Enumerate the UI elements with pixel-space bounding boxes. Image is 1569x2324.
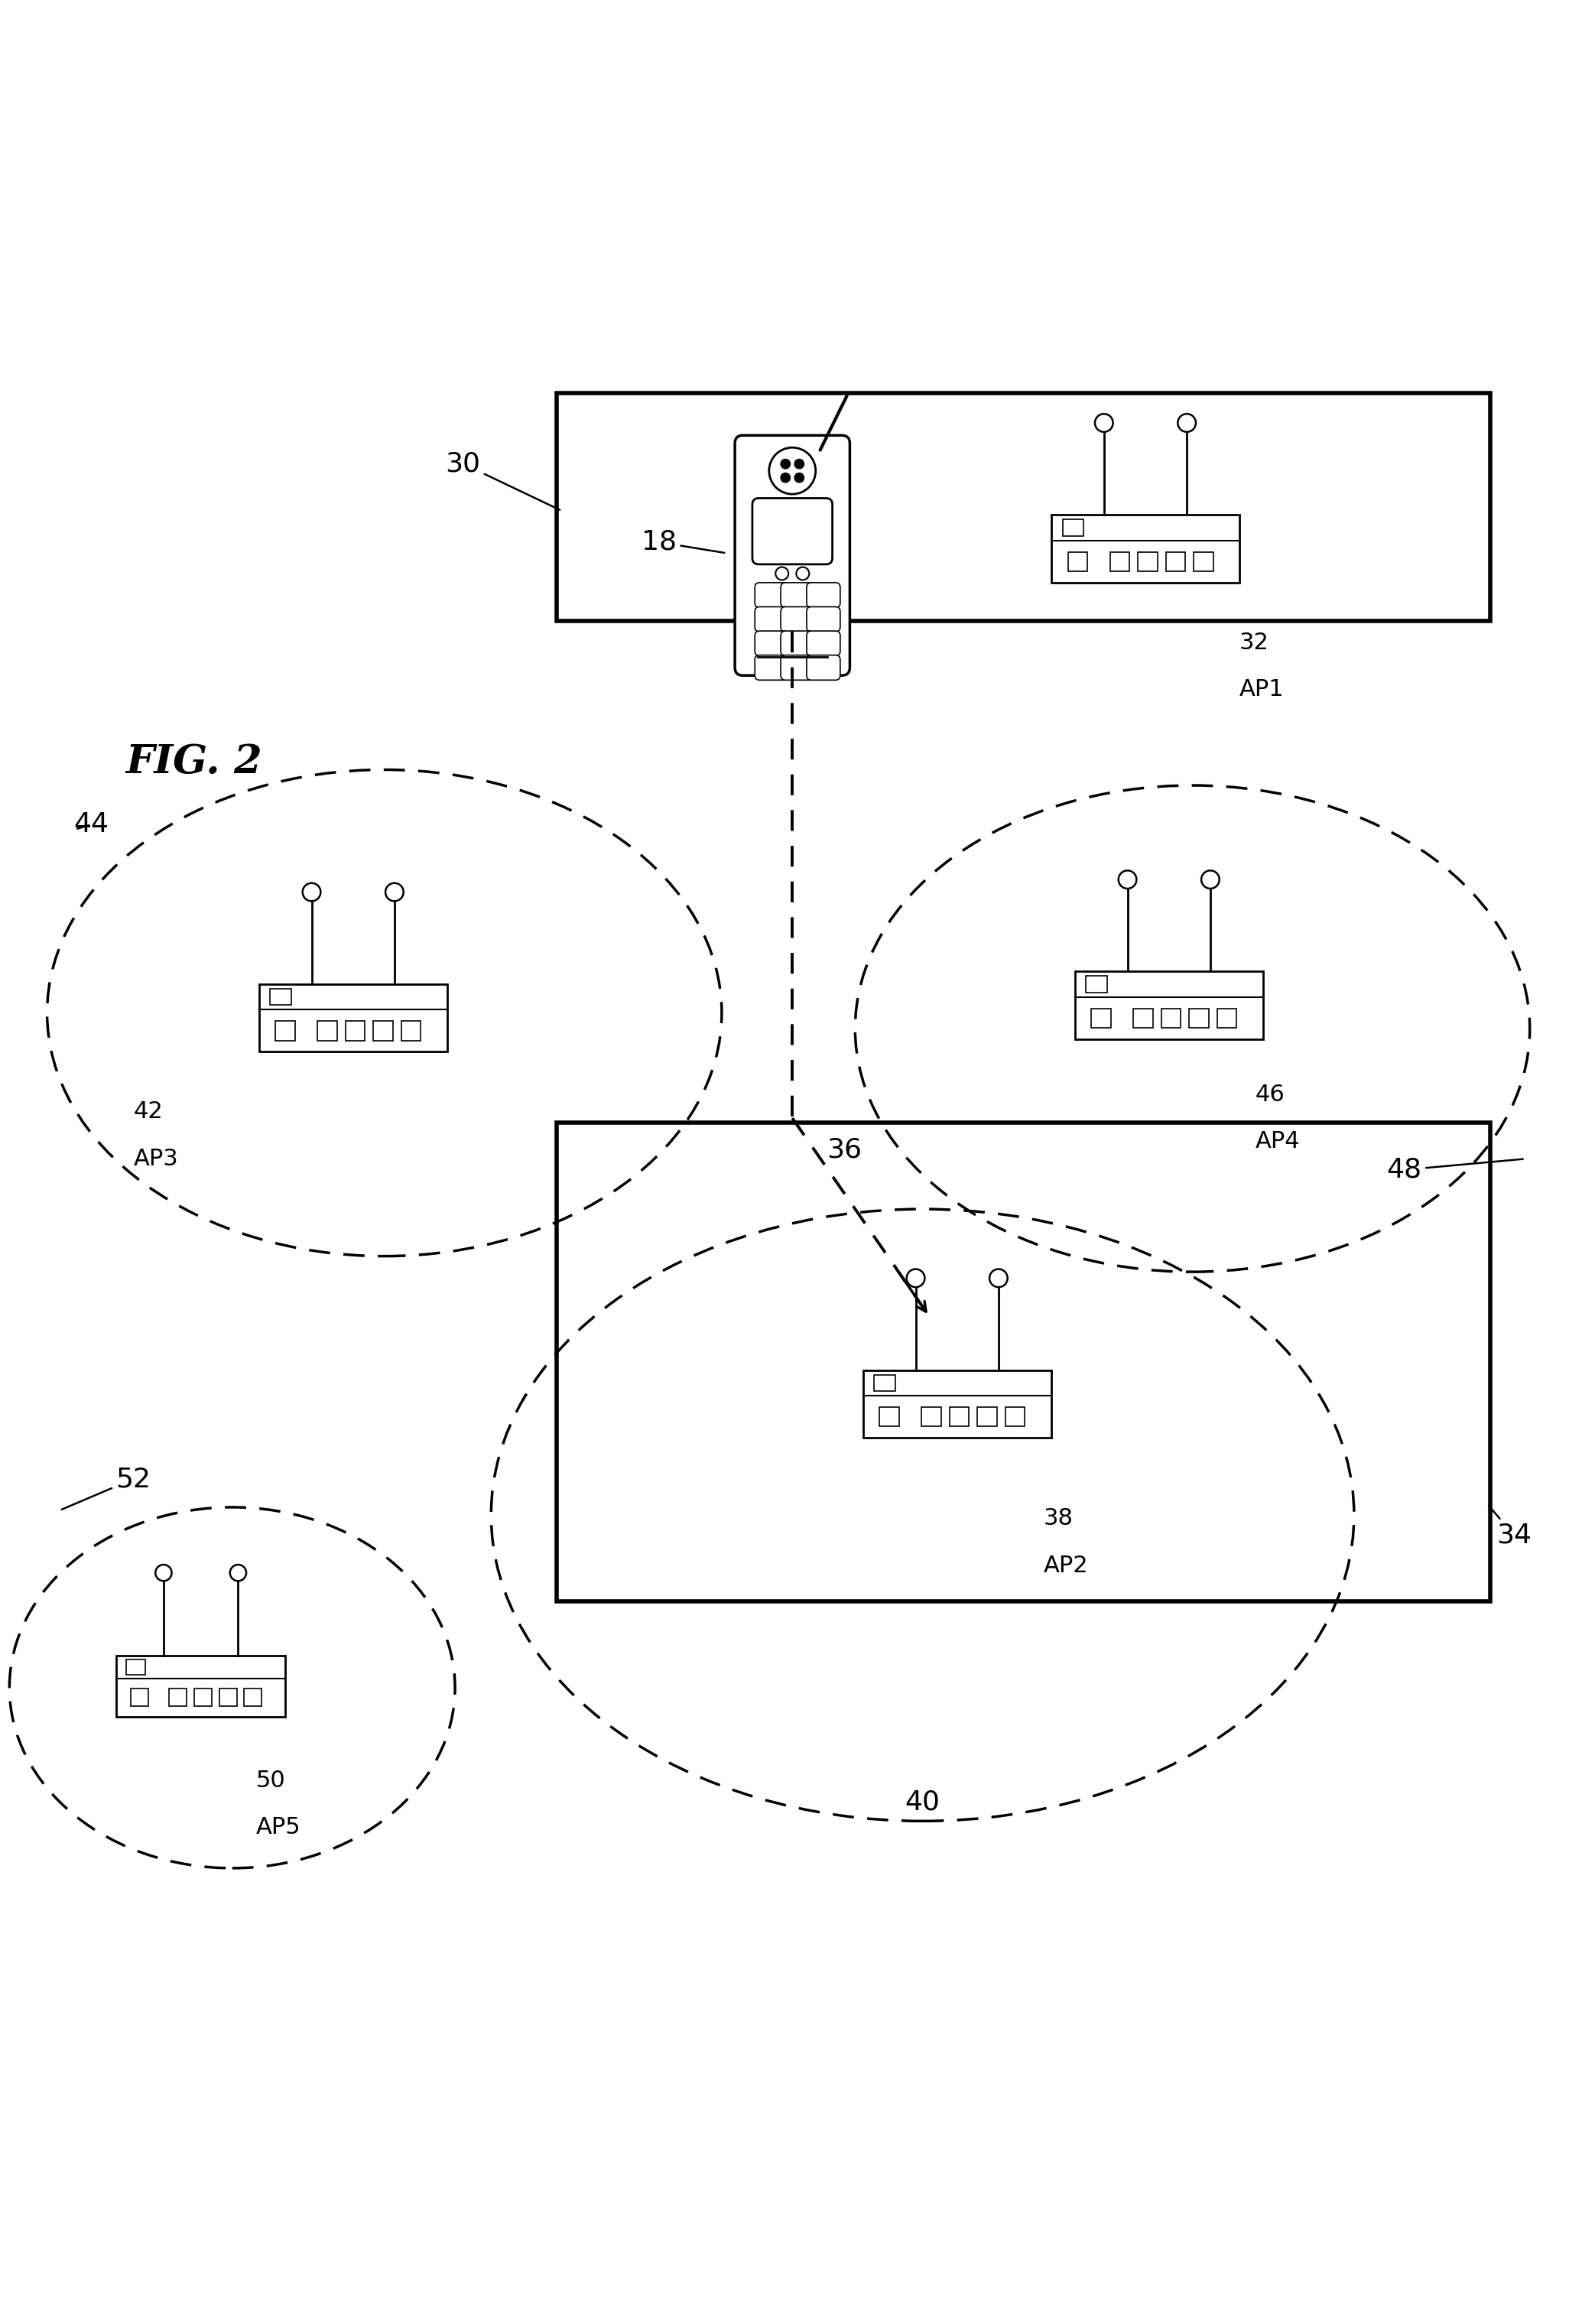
Bar xyxy=(949,1406,970,1427)
Bar xyxy=(1086,976,1108,992)
Text: 40: 40 xyxy=(905,1789,940,1815)
Bar xyxy=(1109,551,1130,572)
Bar xyxy=(373,1020,392,1041)
Circle shape xyxy=(781,460,791,469)
Bar xyxy=(1006,1406,1025,1427)
FancyBboxPatch shape xyxy=(781,583,814,607)
Text: 32: 32 xyxy=(1240,632,1269,653)
Bar xyxy=(1133,1009,1153,1027)
Text: 30: 30 xyxy=(446,451,560,509)
Bar xyxy=(863,1371,1051,1439)
Bar xyxy=(317,1020,337,1041)
Text: 46: 46 xyxy=(1255,1083,1285,1106)
Bar xyxy=(259,983,447,1053)
Text: 42: 42 xyxy=(133,1102,163,1122)
FancyBboxPatch shape xyxy=(806,655,841,681)
Bar xyxy=(1092,1009,1111,1027)
Text: AP1: AP1 xyxy=(1240,679,1285,702)
Text: FIG. 2: FIG. 2 xyxy=(126,741,262,781)
Bar xyxy=(1138,551,1158,572)
Text: AP2: AP2 xyxy=(1043,1555,1089,1576)
FancyBboxPatch shape xyxy=(755,607,788,632)
Bar xyxy=(195,1690,212,1706)
Bar xyxy=(1068,551,1087,572)
FancyBboxPatch shape xyxy=(755,655,788,681)
Text: 48: 48 xyxy=(1387,1157,1523,1183)
Bar xyxy=(116,1655,286,1717)
Bar xyxy=(1218,1009,1236,1027)
Text: 38: 38 xyxy=(1043,1508,1073,1529)
Bar xyxy=(557,1122,1491,1601)
Bar xyxy=(977,1406,996,1427)
Bar xyxy=(880,1406,899,1427)
FancyBboxPatch shape xyxy=(734,435,850,676)
Bar xyxy=(1166,551,1185,572)
Bar xyxy=(1189,1009,1208,1027)
FancyBboxPatch shape xyxy=(781,630,814,655)
Bar xyxy=(1161,1009,1181,1027)
FancyBboxPatch shape xyxy=(781,607,814,632)
Text: 18: 18 xyxy=(642,530,725,555)
Text: AP3: AP3 xyxy=(133,1148,179,1169)
Text: 50: 50 xyxy=(256,1769,286,1792)
Circle shape xyxy=(794,460,803,469)
Bar xyxy=(126,1659,146,1676)
FancyBboxPatch shape xyxy=(781,655,814,681)
Bar xyxy=(874,1373,896,1392)
Text: 52: 52 xyxy=(61,1466,151,1511)
FancyBboxPatch shape xyxy=(806,583,841,607)
Text: AP5: AP5 xyxy=(256,1817,301,1838)
Bar xyxy=(402,1020,420,1041)
Bar xyxy=(1075,971,1263,1039)
Bar xyxy=(345,1020,366,1041)
Text: 34: 34 xyxy=(1489,1506,1531,1548)
Bar xyxy=(220,1690,237,1706)
Bar xyxy=(132,1690,149,1706)
FancyBboxPatch shape xyxy=(752,497,833,565)
Bar xyxy=(1062,518,1084,537)
Text: 36: 36 xyxy=(827,1136,861,1162)
Text: 44: 44 xyxy=(74,811,108,837)
Bar xyxy=(245,1690,262,1706)
Bar xyxy=(169,1690,187,1706)
Circle shape xyxy=(794,474,803,483)
Bar xyxy=(1051,516,1240,583)
Circle shape xyxy=(781,474,791,483)
Bar xyxy=(557,393,1491,621)
FancyBboxPatch shape xyxy=(755,630,788,655)
Bar xyxy=(270,988,292,1006)
FancyBboxPatch shape xyxy=(755,583,788,607)
FancyBboxPatch shape xyxy=(806,630,841,655)
FancyBboxPatch shape xyxy=(806,607,841,632)
Bar xyxy=(921,1406,941,1427)
Bar xyxy=(1194,551,1213,572)
Bar xyxy=(276,1020,295,1041)
Text: AP4: AP4 xyxy=(1255,1129,1301,1153)
